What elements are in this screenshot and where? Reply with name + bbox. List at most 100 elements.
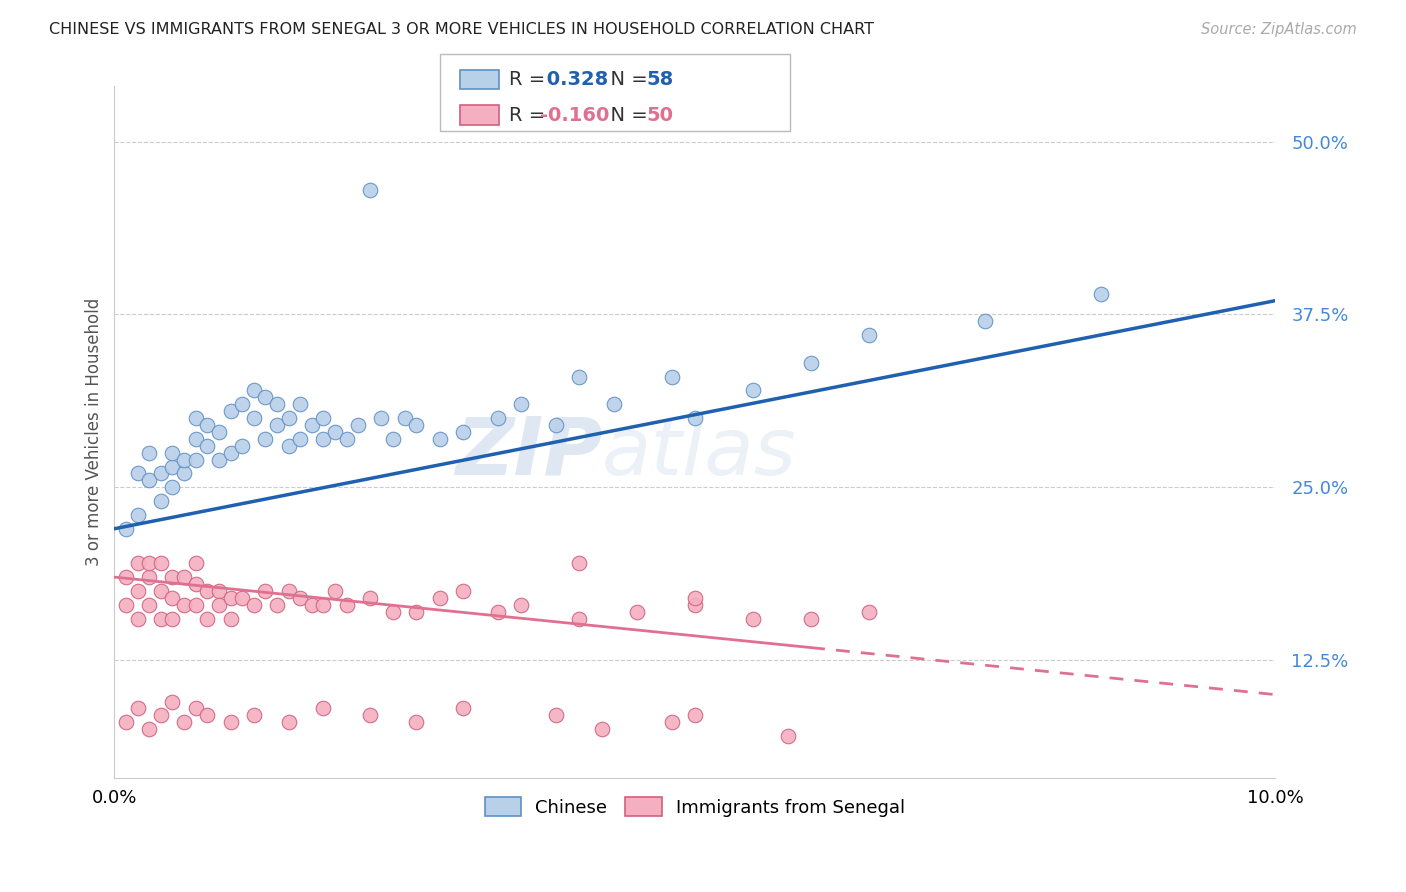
Point	[231, 439, 253, 453]
Point	[742, 384, 765, 398]
Y-axis label: 3 or more Vehicles in Household: 3 or more Vehicles in Household	[86, 298, 103, 566]
Point	[288, 432, 311, 446]
Point	[162, 694, 184, 708]
Point	[162, 480, 184, 494]
Point	[277, 715, 299, 730]
Point	[429, 432, 451, 446]
Point	[127, 701, 149, 715]
Point	[184, 556, 207, 570]
Text: Source: ZipAtlas.com: Source: ZipAtlas.com	[1201, 22, 1357, 37]
Point	[254, 391, 277, 405]
Legend: Chinese, Immigrants from Senegal: Chinese, Immigrants from Senegal	[478, 789, 912, 824]
Point	[173, 570, 195, 584]
Point	[184, 452, 207, 467]
Point	[162, 570, 184, 584]
Point	[776, 729, 799, 743]
Text: R =: R =	[509, 70, 551, 89]
Point	[162, 611, 184, 625]
Point	[208, 583, 231, 598]
Point	[359, 183, 381, 197]
Point	[219, 404, 242, 418]
Point	[359, 591, 381, 605]
Point	[195, 708, 218, 723]
Point	[219, 715, 242, 730]
Point	[219, 591, 242, 605]
Point	[429, 591, 451, 605]
Point	[138, 722, 160, 736]
Point	[138, 556, 160, 570]
Point	[173, 715, 195, 730]
Point	[184, 432, 207, 446]
Point	[661, 369, 683, 384]
Point	[149, 467, 172, 481]
Point	[138, 570, 160, 584]
Point	[451, 701, 474, 715]
Point	[509, 397, 531, 411]
Point	[184, 411, 207, 425]
Point	[568, 611, 591, 625]
Point	[382, 605, 405, 619]
Point	[231, 397, 253, 411]
Point	[323, 425, 346, 439]
Point	[405, 605, 427, 619]
Text: CHINESE VS IMMIGRANTS FROM SENEGAL 3 OR MORE VEHICLES IN HOUSEHOLD CORRELATION C: CHINESE VS IMMIGRANTS FROM SENEGAL 3 OR …	[49, 22, 875, 37]
Point	[115, 570, 138, 584]
Point	[184, 701, 207, 715]
Point	[138, 598, 160, 612]
Text: atlas: atlas	[602, 414, 797, 491]
Point	[359, 708, 381, 723]
Point	[127, 467, 149, 481]
Point	[312, 598, 335, 612]
Point	[149, 583, 172, 598]
Point	[162, 446, 184, 460]
Point	[277, 411, 299, 425]
Point	[277, 439, 299, 453]
Text: ZIP: ZIP	[454, 414, 602, 491]
Point	[602, 397, 624, 411]
Point	[312, 432, 335, 446]
Point	[138, 474, 160, 488]
Point	[242, 411, 264, 425]
Point	[242, 598, 264, 612]
Point	[800, 611, 823, 625]
Point	[568, 556, 591, 570]
Point	[208, 425, 231, 439]
Point	[858, 328, 880, 343]
Point	[219, 611, 242, 625]
Point	[277, 583, 299, 598]
Point	[173, 467, 195, 481]
Point	[683, 708, 706, 723]
Point	[336, 432, 359, 446]
Point	[149, 611, 172, 625]
Point	[370, 411, 392, 425]
Point	[149, 556, 172, 570]
Point	[127, 611, 149, 625]
Point	[742, 611, 765, 625]
Point	[173, 598, 195, 612]
Point	[858, 605, 880, 619]
Point	[127, 556, 149, 570]
Point	[288, 397, 311, 411]
Point	[184, 577, 207, 591]
Point	[336, 598, 359, 612]
Point	[405, 715, 427, 730]
Point	[242, 708, 264, 723]
Point	[242, 384, 264, 398]
Point	[451, 425, 474, 439]
Point	[312, 411, 335, 425]
Point	[173, 452, 195, 467]
Point	[486, 605, 509, 619]
Point	[184, 598, 207, 612]
Text: N =: N =	[598, 105, 654, 125]
Point	[382, 432, 405, 446]
Point	[127, 508, 149, 522]
Point	[800, 356, 823, 370]
Point	[149, 708, 172, 723]
Point	[266, 397, 288, 411]
Point	[1090, 286, 1112, 301]
Point	[568, 369, 591, 384]
Point	[486, 411, 509, 425]
Point	[312, 701, 335, 715]
Point	[323, 583, 346, 598]
Point	[162, 591, 184, 605]
